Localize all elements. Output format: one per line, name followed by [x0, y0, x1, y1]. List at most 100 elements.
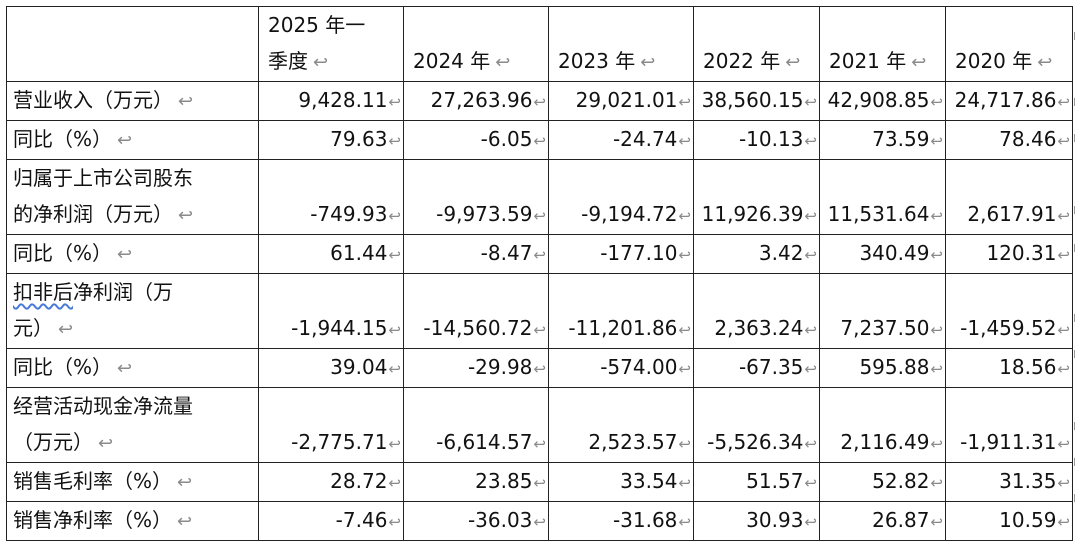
- cell-end-mark-icon: ↩: [930, 360, 943, 378]
- row-end-markers: [1074, 6, 1078, 530]
- value-cell: -1,944.15↩: [258, 273, 404, 349]
- row-label: 营业收入（万元） ↩: [6, 81, 259, 121]
- value-cell: 26.87↩: [819, 501, 946, 541]
- return-mark-icon: ↩: [58, 319, 74, 340]
- financial-table: 2025 年一 季度 ↩ 2024 年 ↩ 2023 年 ↩ 2022 年 ↩ 2021 …: [6, 6, 1073, 541]
- row-label: 扣非后净利润（万 元） ↩: [6, 273, 259, 349]
- value-cell: 595.88↩: [819, 348, 946, 388]
- value-cell: -1,911.31↩: [945, 387, 1073, 463]
- value-cell: 7,237.50↩: [819, 273, 946, 349]
- cell-end-mark-icon: ↩: [804, 360, 817, 378]
- cell-end-mark-icon: ↩: [804, 132, 817, 150]
- value-cell: 28.72↩: [258, 462, 404, 502]
- return-mark-icon: ↩: [495, 52, 511, 73]
- header-row: 2025 年一 季度 ↩ 2024 年 ↩ 2023 年 ↩ 2022 年 ↩ 2021 …: [6, 6, 1073, 82]
- cell-end-mark-icon: ↩: [1057, 474, 1070, 492]
- value-cell: -749.93↩: [258, 159, 404, 235]
- value-cell: 39.04↩: [258, 348, 404, 388]
- row-label: 销售毛利率（%） ↩: [6, 462, 259, 502]
- value-cell: -29.98↩: [403, 348, 549, 388]
- cell-end-mark-icon: ↩: [678, 435, 691, 453]
- cell-end-mark-icon: ↩: [533, 93, 546, 111]
- row-label: 销售净利率（%） ↩: [6, 501, 259, 541]
- row-label: 归属于上市公司股东 的净利润（万元） ↩: [6, 159, 259, 235]
- value-cell: 18.56↩: [945, 348, 1073, 388]
- table-row: 销售毛利率（%） ↩ 28.72↩ 23.85↩ 33.54↩ 51.57↩ 52…: [6, 462, 1073, 502]
- table-row: 经营活动现金净流量 （万元） ↩ -2,775.71↩ -6,614.57↩ 2,5…: [6, 387, 1073, 463]
- header-2025q1: 2025 年一 季度 ↩: [258, 6, 404, 82]
- cell-end-mark-icon: ↩: [533, 132, 546, 150]
- value-cell: -67.35↩: [693, 348, 820, 388]
- value-cell: -1,459.52↩: [945, 273, 1073, 349]
- cell-end-mark-icon: ↩: [930, 435, 943, 453]
- cell-end-mark-icon: ↩: [804, 435, 817, 453]
- cell-end-mark-icon: ↩: [533, 207, 546, 225]
- cell-end-mark-icon: ↩: [678, 321, 691, 339]
- header-2025q1-line1: 2025 年一: [268, 13, 366, 37]
- header-2021: 2021 年 ↩: [819, 6, 946, 82]
- value-cell: 79.63↩: [258, 120, 404, 160]
- cell-end-mark-icon: ↩: [804, 246, 817, 264]
- cell-end-mark-icon: ↩: [678, 360, 691, 378]
- return-mark-icon: ↩: [178, 91, 194, 112]
- value-cell: -574.00↩: [548, 348, 694, 388]
- cell-end-mark-icon: ↩: [533, 513, 546, 531]
- header-2025q1-line2: 季度: [268, 49, 308, 73]
- value-cell: 23.85↩: [403, 462, 549, 502]
- cell-end-mark-icon: ↩: [1057, 435, 1070, 453]
- cell-end-mark-icon: ↩: [678, 246, 691, 264]
- cell-end-mark-icon: ↩: [388, 360, 401, 378]
- cell-end-mark-icon: ↩: [930, 93, 943, 111]
- cell-end-mark-icon: ↩: [678, 474, 691, 492]
- table-row: 营业收入（万元） ↩ 9,428.11↩ 27,263.96↩ 29,021.01…: [6, 81, 1073, 121]
- spellcheck-underlined-text: 扣非后: [13, 280, 73, 304]
- value-cell: 11,531.64↩: [819, 159, 946, 235]
- value-cell: 52.82↩: [819, 462, 946, 502]
- cell-end-mark-icon: ↩: [930, 474, 943, 492]
- cell-end-mark-icon: ↩: [533, 360, 546, 378]
- row-label: 经营活动现金净流量 （万元） ↩: [6, 387, 259, 463]
- cell-end-mark-icon: ↩: [388, 474, 401, 492]
- value-cell: 120.31↩: [945, 234, 1073, 274]
- value-cell: -31.68↩: [548, 501, 694, 541]
- value-cell: 30.93↩: [693, 501, 820, 541]
- cell-end-mark-icon: ↩: [533, 474, 546, 492]
- cell-end-mark-icon: ↩: [388, 207, 401, 225]
- value-cell: 2,617.91↩: [945, 159, 1073, 235]
- value-cell: -14,560.72↩: [403, 273, 549, 349]
- value-cell: 3.42↩: [693, 234, 820, 274]
- cell-end-mark-icon: ↩: [678, 93, 691, 111]
- value-cell: -8.47↩: [403, 234, 549, 274]
- value-cell: -6.05↩: [403, 120, 549, 160]
- table-row: 销售净利率（%） ↩ -7.46↩ -36.03↩ -31.68↩ 30.93↩ …: [6, 501, 1073, 541]
- cell-end-mark-icon: ↩: [804, 93, 817, 111]
- table-row: 归属于上市公司股东 的净利润（万元） ↩ -749.93↩ -9,973.59↩ -…: [6, 159, 1073, 235]
- value-cell: -36.03↩: [403, 501, 549, 541]
- value-cell: 73.59↩: [819, 120, 946, 160]
- value-cell: -7.46↩: [258, 501, 404, 541]
- value-cell: 2,523.57↩: [548, 387, 694, 463]
- cell-end-mark-icon: ↩: [388, 435, 401, 453]
- value-cell: 78.46↩: [945, 120, 1073, 160]
- cell-end-mark-icon: ↩: [533, 321, 546, 339]
- cell-end-mark-icon: ↩: [678, 513, 691, 531]
- value-cell: -9,194.72↩: [548, 159, 694, 235]
- cell-end-mark-icon: ↩: [678, 132, 691, 150]
- return-mark-icon: ↩: [177, 472, 193, 493]
- header-2022: 2022 年 ↩: [693, 6, 820, 82]
- cell-end-mark-icon: ↩: [804, 321, 817, 339]
- value-cell: 24,717.86↩: [945, 81, 1073, 121]
- cell-end-mark-icon: ↩: [388, 321, 401, 339]
- table-row: 扣非后净利润（万 元） ↩ -1,944.15↩ -14,560.72↩ -11,2…: [6, 273, 1073, 349]
- value-cell: 2,363.24↩: [693, 273, 820, 349]
- header-2024: 2024 年 ↩: [403, 6, 549, 82]
- return-mark-icon: ↩: [1037, 52, 1053, 73]
- cell-end-mark-icon: ↩: [1057, 132, 1070, 150]
- cell-end-mark-icon: ↩: [1057, 360, 1070, 378]
- value-cell: -9,973.59↩: [403, 159, 549, 235]
- cell-end-mark-icon: ↩: [804, 513, 817, 531]
- table-row: 同比（%） ↩ 61.44↩ -8.47↩ -177.10↩ 3.42↩ 340.…: [6, 234, 1073, 274]
- cell-end-mark-icon: ↩: [1057, 93, 1070, 111]
- cell-end-mark-icon: ↩: [388, 246, 401, 264]
- return-mark-icon: ↩: [177, 511, 193, 532]
